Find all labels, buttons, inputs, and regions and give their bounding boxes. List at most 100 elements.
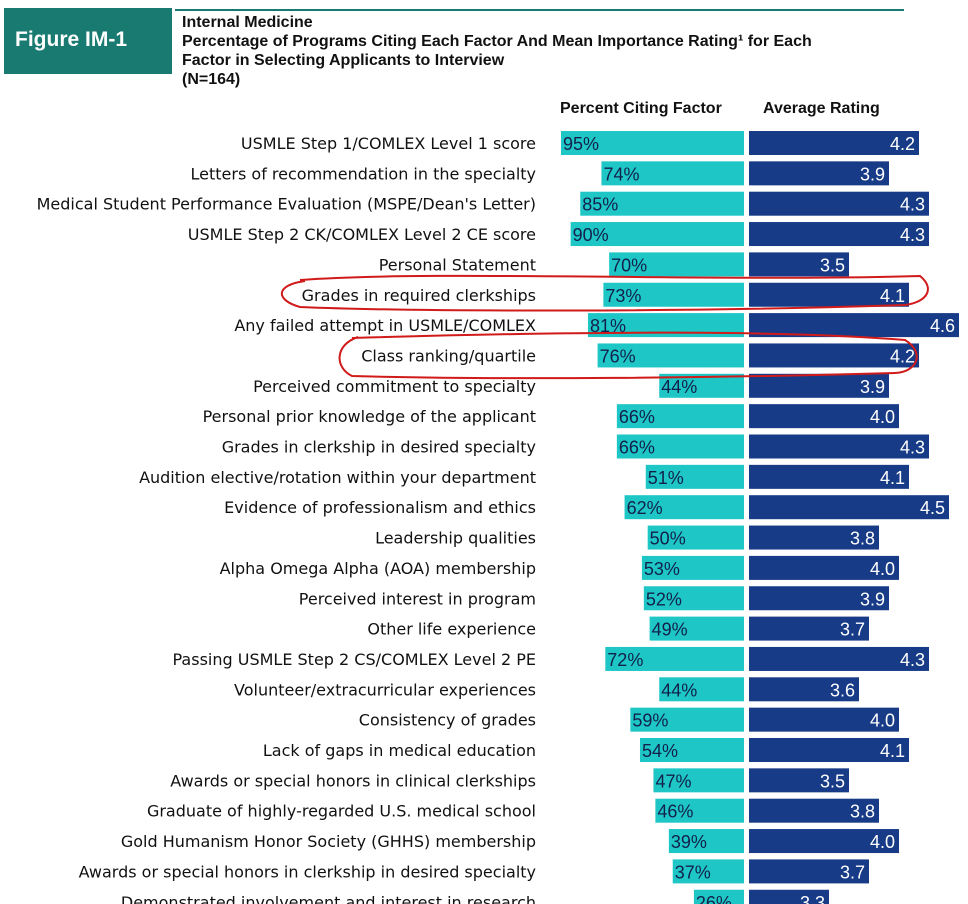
- row-grades-in-required-clerkships: Grades in required clerkships 73% 4.1: [302, 282, 909, 307]
- row-label: Audition elective/rotation within your d…: [139, 468, 536, 487]
- row-evidence-of-professionalism-and-ethics: Evidence of professionalism and ethics 62…: [224, 495, 949, 520]
- percent-column-header: Percent Citing Factor: [560, 100, 722, 117]
- percent-value-label: 66%: [619, 407, 655, 427]
- percent-value-label: 53%: [644, 559, 680, 579]
- rating-value-label: 3.9: [860, 589, 885, 609]
- rating-value-label: 4.1: [880, 286, 905, 306]
- rating-bar: [749, 768, 849, 793]
- row-label: Demonstrated involvement and interest in…: [121, 893, 536, 904]
- percent-value-label: 73%: [605, 286, 641, 306]
- rating-bar: [749, 131, 919, 155]
- rating-value-label: 4.1: [880, 741, 905, 761]
- rating-value-label: 4.3: [900, 438, 925, 458]
- percent-bar: [639, 738, 744, 762]
- percent-bar: [616, 434, 744, 459]
- rating-bar: [749, 677, 859, 702]
- rating-bar: [749, 191, 929, 216]
- row-label: Gold Humanism Honor Society (GHHS) membe…: [121, 832, 536, 851]
- percent-value-label: 39%: [671, 832, 707, 852]
- rating-bar: [749, 616, 869, 641]
- row-label: Other life experience: [367, 620, 536, 639]
- percent-bar: [630, 707, 744, 732]
- rating-bar: [749, 373, 889, 398]
- specialty-title: Internal Medicine: [182, 14, 313, 31]
- rating-bar: [749, 738, 909, 762]
- percent-bar: [672, 859, 744, 884]
- percent-value-label: 72%: [607, 650, 643, 670]
- figure-badge: Figure IM-1: [4, 8, 172, 74]
- row-label: Lack of gaps in medical education: [263, 741, 536, 760]
- figure-title-block: Internal Medicine Percentage of Programs…: [182, 13, 812, 89]
- row-awards-or-special-honors-in-clerkship-in-desired-specialty: Awards or special honors in clerkship in…: [79, 859, 869, 884]
- percent-bar: [668, 829, 744, 854]
- rating-value-label: 4.0: [870, 832, 895, 852]
- row-label: USMLE Step 1/COMLEX Level 1 score: [241, 134, 536, 153]
- row-letters-of-recommendation-in-the-specialty: Letters of recommendation in the special…: [191, 161, 889, 186]
- row-graduate-of-highly-regarded-u-s-medical-school: Graduate of highly-regarded U.S. medical…: [147, 798, 879, 823]
- rating-value-label: 3.8: [850, 529, 875, 549]
- rating-value-label: 3.3: [800, 893, 825, 904]
- row-gold-humanism-honor-society-ghhs-membership: Gold Humanism Honor Society (GHHS) membe…: [121, 829, 899, 854]
- percent-value-label: 76%: [600, 346, 636, 366]
- percent-value-label: 50%: [650, 529, 686, 549]
- percent-bar: [624, 495, 744, 520]
- annotation-ellipse-grades-required-clerkships: [280, 274, 929, 312]
- percent-bar: [641, 555, 744, 580]
- row-label: Awards or special honors in clerkship in…: [79, 862, 536, 881]
- rating-bar: [749, 222, 929, 247]
- rating-value-label: 3.5: [820, 771, 845, 791]
- row-label: Grades in required clerkships: [302, 286, 536, 305]
- chart-title-line-2: Factor in Selecting Applicants to Interv…: [182, 52, 505, 69]
- row-personal-prior-knowledge-of-the-applicant: Personal prior knowledge of the applican…: [203, 404, 899, 429]
- percent-bar: [645, 464, 744, 489]
- percent-bar: [643, 586, 744, 611]
- rating-bar: [749, 798, 879, 823]
- row-awards-or-special-honors-in-clinical-clerkships: Awards or special honors in clinical cle…: [170, 768, 849, 793]
- percent-value-label: 81%: [590, 316, 626, 336]
- percent-bar: [570, 222, 744, 247]
- rating-bar: [749, 646, 929, 671]
- percent-value-label: 62%: [627, 498, 663, 518]
- rating-bar: [749, 252, 849, 277]
- rating-value-label: 4.0: [870, 559, 895, 579]
- percent-bar: [693, 889, 744, 904]
- rating-value-label: 3.7: [840, 862, 865, 882]
- percent-bar: [609, 252, 744, 277]
- rating-bar: [749, 404, 899, 429]
- percent-value-label: 85%: [582, 195, 618, 215]
- row-label: Graduate of highly-regarded U.S. medical…: [147, 802, 536, 821]
- percent-bar: [603, 282, 744, 307]
- rating-bar: [749, 343, 919, 368]
- percent-value-label: 44%: [661, 377, 697, 397]
- rating-value-label: 3.8: [850, 802, 875, 822]
- row-label: Volunteer/extracurricular experiences: [234, 680, 536, 699]
- annotation-layer: [280, 274, 929, 380]
- rating-value-label: 4.0: [870, 407, 895, 427]
- rating-value-label: 3.5: [820, 255, 845, 275]
- rating-column-header: Average Rating: [763, 100, 880, 117]
- rating-value-label: 4.3: [900, 650, 925, 670]
- row-consistency-of-grades: Consistency of grades 59% 4.0: [359, 707, 899, 732]
- rating-bar: [749, 464, 909, 489]
- chart-rows: USMLE Step 1/COMLEX Level 1 score 95% 4.2 L…: [37, 131, 959, 904]
- rating-value-label: 4.2: [890, 134, 915, 154]
- percent-bar: [655, 798, 744, 823]
- percent-value-label: 51%: [648, 468, 684, 488]
- row-label: Medical Student Performance Evaluation (…: [37, 195, 536, 214]
- rating-value-label: 4.1: [880, 468, 905, 488]
- percent-bar: [601, 161, 744, 186]
- rating-value-label: 3.6: [830, 680, 855, 700]
- percent-bar: [616, 404, 744, 429]
- rating-bar: [749, 555, 899, 580]
- percent-value-label: 66%: [619, 438, 655, 458]
- percent-value-label: 59%: [632, 711, 668, 731]
- row-volunteer-extracurricular-experiences: Volunteer/extracurricular experiences 44%…: [234, 677, 859, 702]
- row-grades-in-clerkship-in-desired-specialty: Grades in clerkship in desired specialty…: [222, 434, 929, 459]
- row-audition-elective-rotation-within-your-department: Audition elective/rotation within your d…: [139, 464, 909, 489]
- percent-value-label: 90%: [573, 225, 609, 245]
- rating-value-label: 3.7: [840, 620, 865, 640]
- row-personal-statement: Personal Statement 70% 3.5: [379, 252, 849, 277]
- row-label: Perceived interest in program: [299, 589, 536, 608]
- row-label: Grades in clerkship in desired specialty: [222, 438, 536, 457]
